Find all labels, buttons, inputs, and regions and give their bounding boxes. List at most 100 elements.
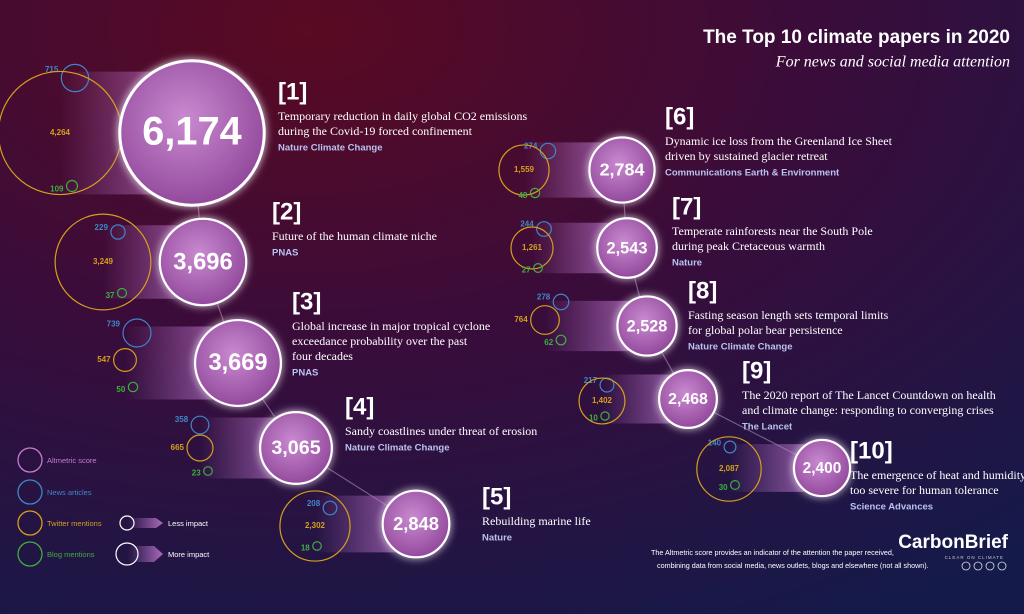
news-label: 244	[520, 220, 534, 229]
paper-title: The emergence of heat and humidity	[850, 468, 1024, 482]
news-circle	[723, 440, 737, 454]
altmetric-circle	[616, 295, 678, 357]
paper: 739 547 50 3,669 [3] Global increase in major…	[97, 288, 490, 408]
legend-swatch	[17, 447, 43, 473]
legend-arrow	[128, 518, 163, 528]
title: The Top 10 climate papers in 2020	[703, 27, 1010, 48]
blogs-label: 30	[719, 483, 728, 492]
paper-title: Temperate rainforests near the South Pol…	[672, 224, 873, 238]
altmetric-label: 2,528	[627, 317, 668, 335]
journal: PNAS	[272, 248, 298, 259]
rank: [3]	[292, 288, 321, 315]
blogs-circle	[65, 179, 79, 193]
journal: PNAS	[292, 368, 318, 379]
blogs-label: 23	[192, 469, 201, 478]
news-circle	[110, 224, 126, 240]
altmetric-circle	[596, 217, 658, 279]
twitter-label: 2,302	[305, 521, 326, 530]
altmetric-circle	[792, 438, 852, 498]
legend-swatch	[115, 542, 139, 566]
paper-title: The 2020 report of The Lancet Countdown …	[742, 388, 996, 402]
legend-swatch	[17, 479, 43, 505]
twitter-label: 764	[514, 315, 528, 324]
paper-title: Temporary reduction in daily global CO2 …	[278, 109, 527, 123]
rank: [1]	[278, 78, 307, 105]
footnote: combining data from social media, news o…	[657, 561, 929, 570]
rank: [9]	[742, 357, 771, 384]
subtitle: For news and social media attention	[775, 54, 1010, 71]
legend-label: Twitter mentions	[47, 519, 102, 528]
twitter-label: 3,249	[93, 257, 114, 266]
legend-label: Less impact	[168, 519, 209, 528]
rank: [8]	[688, 277, 717, 304]
paper-title: Fasting season length sets temporal limi…	[688, 308, 889, 322]
blogs-circle	[312, 541, 322, 551]
altmetric-label: 3,065	[271, 437, 320, 459]
twitter-circle	[696, 436, 762, 502]
news-label: 208	[307, 499, 321, 508]
blogs-circle	[533, 263, 543, 273]
blogs-label: 10	[589, 414, 598, 423]
altmetric-label: 2,468	[668, 391, 708, 408]
news-label: 140	[708, 439, 722, 448]
paper-title: Dynamic ice loss from the Greenland Ice …	[665, 134, 893, 148]
twitter-label: 4,264	[50, 128, 71, 137]
legend: Altmetric score News articles Twitter me…	[17, 447, 210, 567]
paper-title: Rebuilding marine life	[482, 514, 591, 528]
altmetric-label: 2,400	[803, 460, 842, 477]
rank: [5]	[482, 483, 511, 510]
blogs-label: 37	[106, 291, 115, 300]
paper: 278 764 62 2,528 [8] Fasting season length se…	[514, 277, 889, 357]
blogs-circle	[203, 466, 213, 476]
journal: Nature	[672, 258, 702, 269]
altmetric-label: 6,174	[142, 110, 241, 154]
altmetric-circle	[193, 318, 283, 408]
journal: Nature Climate Change	[688, 342, 793, 353]
twitter-circle	[186, 434, 214, 462]
blogs-label: 18	[301, 544, 310, 553]
blogs-label: 27	[522, 266, 531, 275]
paper-title: Future of the human climate niche	[272, 229, 437, 243]
journal: Nature Climate Change	[345, 443, 450, 454]
legend-label: News articles	[47, 488, 92, 497]
legend-label: Altmetric score	[47, 456, 97, 465]
rank: [4]	[345, 393, 374, 420]
blogs-circle	[127, 381, 139, 393]
altmetric-label: 2,784	[600, 160, 645, 180]
legend-swatch	[119, 515, 135, 531]
blogs-circle	[600, 411, 610, 421]
news-label: 715	[45, 65, 59, 74]
journal: Science Advances	[850, 502, 933, 513]
paper: 229 3,249 37 3,696 [2] Future of the human cl…	[54, 198, 437, 311]
paper: 244 1,261 27 2,543 [7] Temperate rainforests …	[510, 193, 873, 279]
news-circle	[552, 293, 570, 311]
blogs-label: 48	[518, 191, 527, 200]
paper: 358 665 23 3,065 [4] Sandy coastlines under t…	[171, 393, 537, 485]
paper-title: too severe for human tolerance	[850, 483, 999, 497]
twitter-label: 1,402	[592, 396, 613, 405]
news-label: 278	[537, 292, 551, 301]
blogs-label: 109	[50, 184, 64, 193]
paper-title: Sandy coastlines under threat of erosion	[345, 424, 537, 438]
brand: CarbonBrief	[898, 532, 1008, 553]
news-label: 739	[107, 320, 121, 329]
blogs-circle	[729, 479, 741, 491]
news-circle	[536, 221, 552, 237]
twitter-circle	[54, 213, 152, 311]
paper-title: four decades	[292, 349, 353, 363]
legend-label: More impact	[168, 550, 210, 559]
paper-title: Global increase in major tropical cyclon…	[292, 319, 490, 333]
news-circle	[190, 415, 210, 435]
twitter-label: 1,261	[522, 243, 543, 252]
altmetric-label: 3,696	[173, 248, 232, 275]
rank: [6]	[665, 103, 694, 130]
journal: Communications Earth & Environment	[665, 168, 840, 179]
footnote: The Altmetric score provides an indicato…	[651, 548, 894, 557]
blogs-circle	[529, 187, 541, 199]
altmetric-circle	[259, 411, 333, 485]
altmetric-circle	[158, 217, 248, 307]
altmetric-circle	[381, 489, 451, 559]
